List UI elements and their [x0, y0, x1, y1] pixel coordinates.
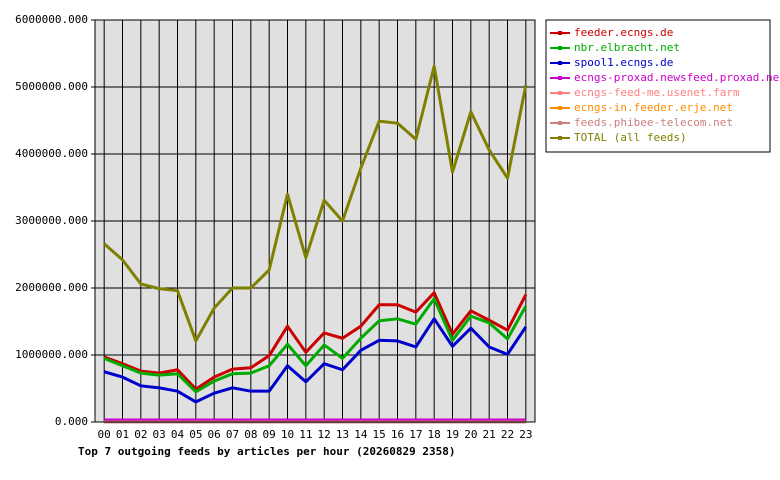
- x-tick-label: 08: [244, 428, 257, 441]
- x-tick-label: 18: [428, 428, 441, 441]
- x-tick-label: 19: [446, 428, 459, 441]
- x-tick-label: 05: [189, 428, 202, 441]
- y-tick-label: 3000000.000: [15, 214, 88, 227]
- x-tick-label: 00: [98, 428, 111, 441]
- legend-label: ecngs-in.feeder.erje.net: [574, 101, 733, 114]
- legend-label: ecngs-feed-me.usenet.farm: [574, 86, 740, 99]
- y-tick-label: 6000000.000: [15, 13, 88, 26]
- legend-label: feeder.ecngs.de: [574, 26, 673, 39]
- legend-label: TOTAL (all feeds): [574, 131, 687, 144]
- x-tick-label: 02: [134, 428, 147, 441]
- series-line: [103, 317, 528, 404]
- legend-label: ecngs-proxad.newsfeed.proxad.net: [574, 71, 780, 84]
- x-tick-label: 23: [519, 428, 532, 441]
- x-tick-label: 07: [226, 428, 239, 441]
- x-tick-label: 10: [281, 428, 294, 441]
- legend-marker: [558, 76, 562, 80]
- legend-marker: [558, 106, 562, 110]
- legend-marker: [558, 91, 562, 95]
- x-tick-label: 03: [153, 428, 166, 441]
- legend-marker: [558, 31, 562, 35]
- x-tick-label: 09: [263, 428, 276, 441]
- x-tick-label: 06: [208, 428, 221, 441]
- x-tick-label: 20: [464, 428, 477, 441]
- legend: [545, 19, 771, 153]
- legend-label: nbr.elbracht.net: [574, 41, 680, 54]
- y-tick-label: 0.000: [55, 415, 88, 428]
- y-tick-label: 4000000.000: [15, 147, 88, 160]
- x-tick-label: 01: [116, 428, 129, 441]
- series-line: [103, 64, 528, 343]
- legend-marker: [558, 121, 562, 125]
- y-tick-label: 1000000.000: [15, 348, 88, 361]
- x-tick-label: 11: [299, 428, 312, 441]
- x-tick-label: 16: [391, 428, 404, 441]
- x-tick-label: 04: [171, 428, 185, 441]
- legend-label: feeds.phibee-telecom.net: [574, 116, 733, 129]
- legend-label: spool1.ecngs.de: [574, 56, 673, 69]
- x-tick-label: 17: [409, 428, 422, 441]
- x-tick-label: 22: [501, 428, 514, 441]
- x-tick-label: 12: [318, 428, 331, 441]
- y-tick-label: 2000000.000: [15, 281, 88, 294]
- series-line: [103, 291, 528, 391]
- plot-border: [94, 19, 536, 423]
- legend-marker: [558, 46, 562, 50]
- x-tick-label: 21: [483, 428, 496, 441]
- series-line: [103, 297, 528, 394]
- legend-marker: [558, 61, 562, 65]
- x-tick-label: 15: [373, 428, 386, 441]
- legend-marker: [558, 136, 562, 140]
- x-tick-label: 14: [354, 428, 368, 441]
- x-tick-label: 13: [336, 428, 349, 441]
- chart-title: Top 7 outgoing feeds by articles per hou…: [78, 445, 456, 458]
- y-tick-label: 5000000.000: [15, 80, 88, 93]
